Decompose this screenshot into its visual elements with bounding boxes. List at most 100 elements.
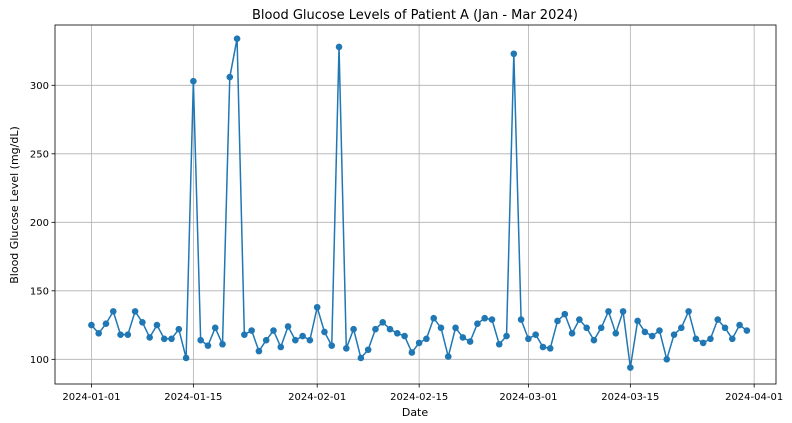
data-point [321,328,328,336]
data-point [372,325,379,333]
plot-area [54,24,777,385]
data-point [699,339,707,347]
data-point [656,327,663,334]
data-point [590,336,598,344]
data-point [88,321,95,329]
data-point [364,346,372,354]
data-point [102,320,110,328]
y-axis-label: Blood Glucose Level (mg/dL) [8,126,21,284]
data-point [277,343,285,351]
data-point [350,325,357,333]
x-tick-label: 2024-03-01 [499,392,557,403]
data-point [605,308,612,315]
data-point [226,73,234,81]
data-point [481,314,488,322]
data-point [233,35,241,42]
data-point [408,349,416,356]
data-point [510,50,518,58]
data-point [692,335,700,343]
data-point [109,308,117,315]
x-tick-label: 2024-01-01 [62,392,120,403]
data-point [546,345,554,352]
data-point [678,324,685,332]
data-point [437,324,445,332]
y-tick-label: 300 [30,81,49,92]
data-point [182,354,190,362]
data-point [335,43,343,51]
data-point [153,321,161,329]
data-point [175,325,183,333]
data-point [743,327,751,334]
data-point [248,327,255,334]
data-point [117,331,124,338]
data-point [306,336,314,344]
data-point [736,321,743,329]
data-point [670,331,678,338]
x-tick-label: 2024-02-01 [288,392,346,403]
data-point [124,331,132,338]
y-tick-label: 250 [30,149,49,160]
y-tick-label: 150 [30,286,49,297]
data-point [707,335,714,343]
data-point [517,316,525,323]
x-axis: 2024-01-01 2024-01-15 2024-02-01 2024-02-15… [62,384,783,403]
data-point [583,324,590,332]
x-tick-label: 2024-02-15 [390,392,448,403]
data-point [211,324,219,332]
x-tick-label: 2024-03-15 [601,392,659,403]
data-point [466,338,474,345]
data-point [597,324,605,332]
data-point [204,342,212,349]
data-point [430,314,438,322]
data-point [284,323,292,330]
data-point [168,335,175,343]
data-point [495,340,503,348]
data-point [160,335,168,343]
data-point [714,316,722,323]
data-point [452,324,459,332]
data-point [343,345,350,352]
data-point [663,356,671,363]
data-point [576,316,583,323]
x-tick-label: 2024-01-15 [164,392,222,403]
data-point [313,303,321,311]
data-point [415,339,423,347]
data-point [328,342,336,349]
data-point [219,340,226,348]
grid [55,25,776,384]
data-point [131,308,139,315]
chart-title: Blood Glucose Levels of Patient A (Jan -… [252,8,578,23]
data-point [721,324,729,332]
data-point [539,343,547,351]
data-point [393,330,401,337]
data-point [299,332,306,340]
data-point [648,332,656,340]
data-point [634,317,641,325]
y-tick-label: 100 [30,355,49,366]
data-point [262,336,270,344]
data-point [685,308,692,315]
data-point [474,320,481,328]
data-point [459,334,467,341]
data-point [292,336,299,344]
data-point [197,336,204,344]
x-tick-label: 2024-04-01 [725,392,783,403]
data-point [379,319,387,326]
data-point [641,328,649,336]
data-point [386,325,394,333]
data-point [503,332,510,340]
data-point [488,316,496,323]
data-point [627,364,634,371]
data-point [190,77,197,85]
data-point [139,319,146,326]
y-tick-label: 200 [30,218,49,229]
data-point [612,330,620,337]
data-point [255,347,263,355]
data-point [270,327,277,334]
data-point [619,308,627,315]
data-point [729,335,736,343]
y-axis: 100 150 200 250 300 [30,81,55,366]
data-point [241,331,248,338]
data-point [444,353,452,360]
